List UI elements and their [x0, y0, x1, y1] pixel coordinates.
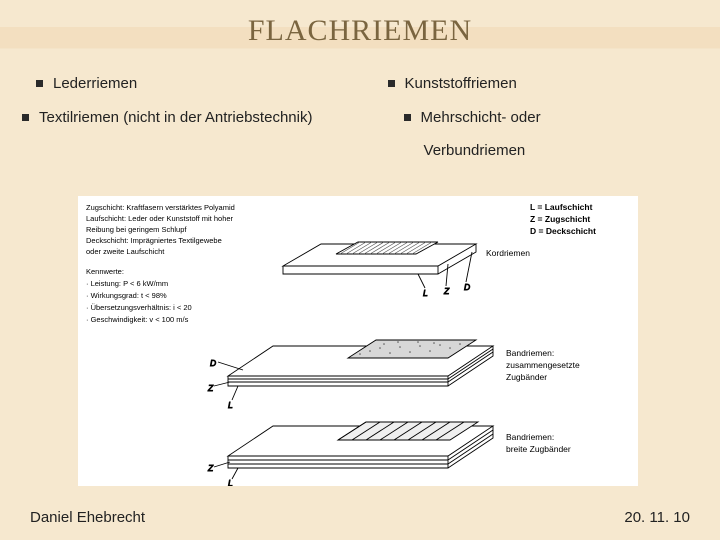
letter-D: D — [210, 358, 216, 368]
bullet-textilriemen: Textilriemen (nicht in der Antriebstechn… — [22, 108, 374, 128]
bullet-text: Textilriemen (nicht in der Antriebstechn… — [39, 108, 312, 128]
label-band3: Zugbänder — [506, 372, 547, 382]
bullet-square-icon — [22, 114, 29, 121]
letter-Z: Z — [207, 383, 214, 393]
bullet-square-icon — [36, 80, 43, 87]
letter-Z: Z — [207, 463, 214, 473]
label-band4: Bandriemen: — [506, 432, 554, 442]
page-title: FLACHRIEMEN — [0, 14, 720, 48]
bullet-lederriemen: Lederriemen — [36, 74, 374, 94]
fig-left-line: Kennwerte: — [86, 267, 124, 276]
fig-left-line: · Übersetzungsverhältnis: i < 20 — [86, 303, 192, 312]
bullet-square-icon — [404, 114, 411, 121]
bullet-text: Kunststoffriemen — [405, 74, 517, 94]
label-kordriemen: Kordriemen — [486, 248, 530, 258]
bullet-text: Verbundriemen — [424, 141, 526, 161]
bullet-square-icon — [388, 80, 395, 87]
bullet-row-3: Verbundriemen — [22, 141, 698, 161]
legend-Z: Z = Zugschicht — [530, 214, 590, 224]
label-band5: breite Zugbänder — [506, 444, 571, 454]
bullet-row-2: Textilriemen (nicht in der Antriebstechn… — [22, 108, 698, 128]
label-band2: zusammengesetzte — [506, 360, 580, 370]
legend-L: L = Laufschicht — [530, 202, 593, 212]
fig-left-line: oder zweite Laufschicht — [86, 247, 165, 256]
fig-left-line: Laufschicht: Leder oder Kunststoff mit h… — [86, 214, 234, 223]
figure-legend: L = Laufschicht Z = Zugschicht D = Decks… — [530, 202, 596, 236]
letter-L: L — [228, 478, 233, 486]
bullet-kunststoffriemen: Kunststoffriemen — [388, 74, 698, 94]
content-area: Lederriemen Kunststoffriemen Textilrieme… — [22, 74, 698, 175]
label-band1: Bandriemen: — [506, 348, 554, 358]
letter-Z: Z — [443, 286, 450, 296]
bullet-text: Lederriemen — [53, 74, 137, 94]
fig-left-line: · Geschwindigkeit: v < 100 m/s — [86, 315, 189, 324]
bullet-row-1: Lederriemen Kunststoffriemen — [22, 74, 698, 94]
footer-author: Daniel Ehebrecht — [30, 509, 145, 526]
letter-L: L — [423, 288, 428, 298]
fig-left-line: Reibung bei geringem Schlupf — [86, 225, 187, 234]
legend-D: D = Deckschicht — [530, 226, 596, 236]
fig-left-line: · Wirkungsgrad: t < 98% — [86, 291, 167, 300]
bullet-mehrschicht: Mehrschicht- oder — [404, 108, 698, 128]
bullet-verbundriemen: Verbundriemen — [424, 141, 698, 161]
fig-left-line: · Leistung: P < 6 kW/mm — [86, 279, 168, 288]
footer-date: 20. 11. 10 — [624, 509, 690, 526]
letter-L: L — [228, 400, 233, 410]
diagram-figure: Zugschicht: Kraftfasern verstärktes Poly… — [78, 196, 638, 486]
fig-left-line: Zugschicht: Kraftfasern verstärktes Poly… — [86, 203, 235, 212]
fig-left-line: Deckschicht: Imprägniertes Textilgewebe — [86, 236, 222, 245]
letter-D: D — [464, 282, 470, 292]
bullet-text: Mehrschicht- oder — [421, 108, 541, 128]
